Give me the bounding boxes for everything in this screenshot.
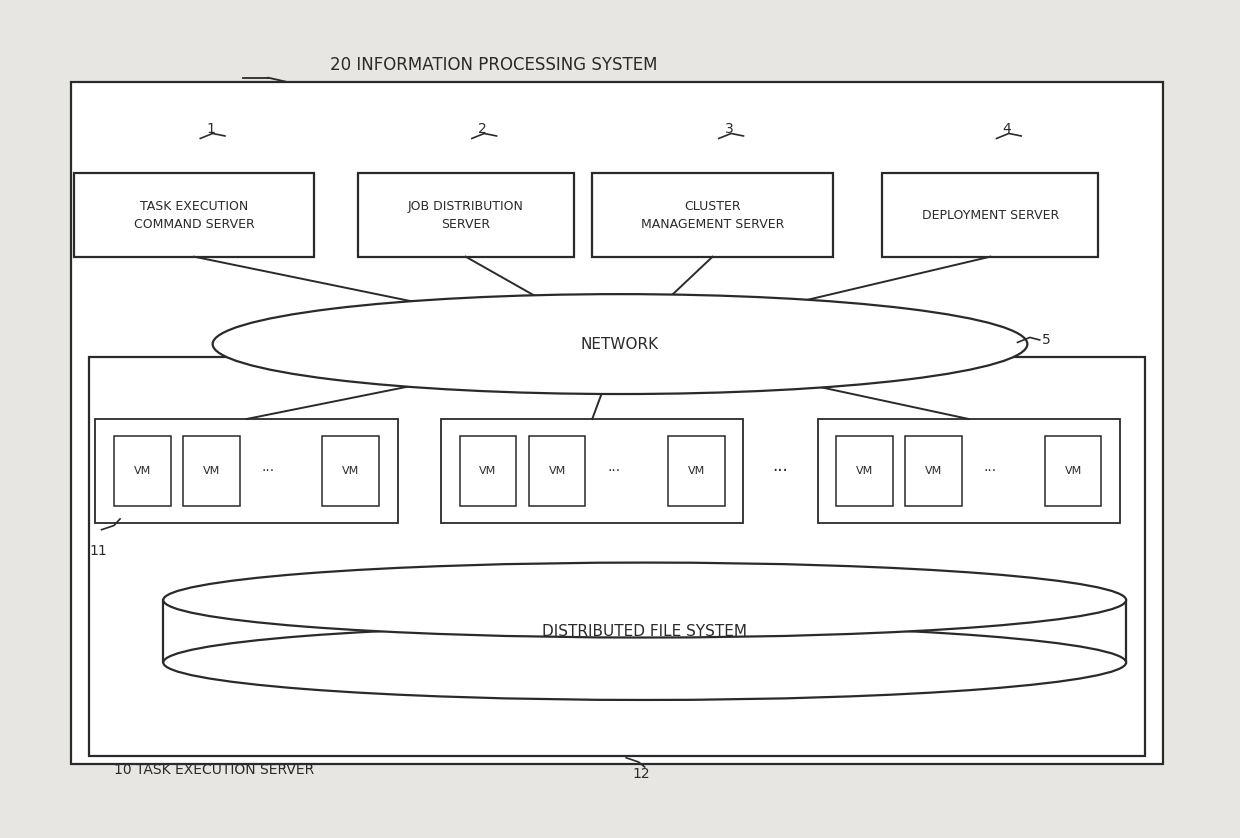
Text: CLUSTER
MANAGEMENT SERVER: CLUSTER MANAGEMENT SERVER <box>641 199 784 230</box>
Text: 1: 1 <box>207 122 216 136</box>
Ellipse shape <box>164 625 1126 700</box>
FancyBboxPatch shape <box>95 419 398 523</box>
Text: 5: 5 <box>1042 333 1052 347</box>
Text: 2: 2 <box>479 122 487 136</box>
Text: 20 INFORMATION PROCESSING SYSTEM: 20 INFORMATION PROCESSING SYSTEM <box>330 56 657 75</box>
Text: TASK EXECUTION
COMMAND SERVER: TASK EXECUTION COMMAND SERVER <box>134 199 254 230</box>
FancyBboxPatch shape <box>357 173 574 256</box>
FancyBboxPatch shape <box>1044 436 1101 506</box>
FancyBboxPatch shape <box>817 419 1120 523</box>
Text: VM: VM <box>548 466 565 476</box>
FancyBboxPatch shape <box>883 173 1099 256</box>
FancyBboxPatch shape <box>322 436 379 506</box>
FancyBboxPatch shape <box>73 173 315 256</box>
Text: ···: ··· <box>773 462 789 480</box>
Text: 11: 11 <box>89 544 107 558</box>
Text: VM: VM <box>688 466 706 476</box>
Text: ···: ··· <box>262 464 275 478</box>
Text: DEPLOYMENT SERVER: DEPLOYMENT SERVER <box>921 209 1059 221</box>
Text: VM: VM <box>856 466 873 476</box>
Text: 12: 12 <box>632 767 650 781</box>
FancyBboxPatch shape <box>593 173 833 256</box>
FancyBboxPatch shape <box>89 356 1145 756</box>
Text: 10 TASK EXECUTION SERVER: 10 TASK EXECUTION SERVER <box>114 763 314 777</box>
Ellipse shape <box>212 294 1028 394</box>
Text: VM: VM <box>925 466 942 476</box>
Text: ···: ··· <box>608 464 620 478</box>
Polygon shape <box>164 600 1126 663</box>
FancyBboxPatch shape <box>114 436 171 506</box>
Text: VM: VM <box>1064 466 1081 476</box>
Text: VM: VM <box>134 466 151 476</box>
Text: ···: ··· <box>983 464 997 478</box>
Text: VM: VM <box>342 466 360 476</box>
FancyBboxPatch shape <box>836 436 893 506</box>
Text: JOB DISTRIBUTION
SERVER: JOB DISTRIBUTION SERVER <box>408 199 523 230</box>
Text: VM: VM <box>203 466 219 476</box>
FancyBboxPatch shape <box>184 436 239 506</box>
FancyBboxPatch shape <box>441 419 744 523</box>
FancyBboxPatch shape <box>905 436 962 506</box>
Text: NETWORK: NETWORK <box>580 337 660 352</box>
FancyBboxPatch shape <box>71 82 1163 764</box>
Text: DISTRIBUTED FILE SYSTEM: DISTRIBUTED FILE SYSTEM <box>542 623 748 639</box>
FancyBboxPatch shape <box>528 436 585 506</box>
Text: VM: VM <box>480 466 496 476</box>
FancyBboxPatch shape <box>668 436 725 506</box>
Ellipse shape <box>164 562 1126 638</box>
FancyBboxPatch shape <box>460 436 516 506</box>
Text: 3: 3 <box>725 122 734 136</box>
Text: 4: 4 <box>1003 122 1012 136</box>
